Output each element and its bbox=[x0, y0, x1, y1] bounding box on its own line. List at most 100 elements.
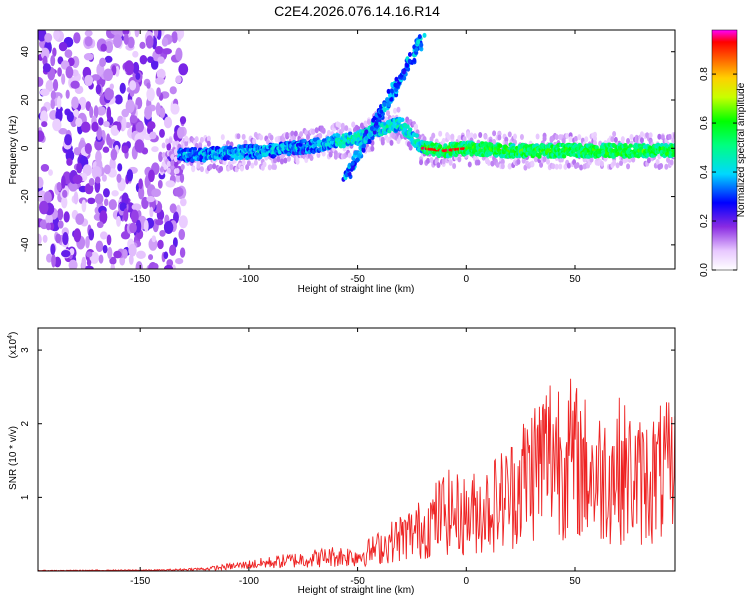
heatmap-cell bbox=[626, 163, 631, 170]
heatmap-cell bbox=[93, 105, 99, 119]
heatmap-cell bbox=[554, 134, 559, 141]
heatmap-cell bbox=[134, 30, 140, 38]
heatmap-cell bbox=[372, 129, 377, 135]
heatmap-cell bbox=[128, 254, 134, 265]
heatmap-cell bbox=[56, 181, 62, 192]
heatmap-cell bbox=[104, 87, 114, 101]
heatmap-cell bbox=[171, 31, 178, 44]
colorbar-label: Normalized spectral amplitude bbox=[736, 82, 747, 217]
heatmap-cell bbox=[135, 121, 145, 133]
heatmap-cell bbox=[122, 30, 130, 35]
heatmap-cell bbox=[241, 159, 246, 166]
heatmap-cell bbox=[82, 164, 92, 176]
heatmap-cell bbox=[414, 133, 419, 138]
heatmap-cell bbox=[166, 160, 171, 167]
snr-y-scale: (x104) bbox=[7, 332, 19, 359]
heatmap-cell bbox=[234, 156, 239, 161]
heatmap-cell bbox=[441, 137, 446, 144]
heatmap-cell bbox=[113, 34, 123, 48]
heatmap-cell bbox=[174, 187, 184, 197]
heatmap-cell bbox=[430, 142, 435, 147]
heatmap-cell bbox=[80, 121, 91, 133]
heatmap-cell bbox=[659, 162, 664, 169]
heatmap-cell bbox=[199, 166, 204, 173]
heatmap-cell bbox=[41, 121, 48, 128]
heatmap-cell bbox=[368, 132, 373, 138]
heatmap-cell bbox=[68, 181, 78, 192]
heatmap-cell bbox=[269, 134, 274, 141]
heatmap-cell bbox=[589, 156, 594, 163]
heatmap-cell bbox=[88, 228, 95, 241]
heatmap-cell bbox=[102, 146, 110, 153]
heatmap-cell bbox=[110, 263, 115, 269]
heatmap-cell bbox=[91, 121, 99, 132]
heatmap-cell bbox=[175, 47, 183, 62]
heatmap-cell bbox=[75, 213, 85, 225]
spectrogram-x-tick-label: 50 bbox=[569, 274, 581, 285]
heatmap-cell bbox=[102, 244, 108, 254]
heatmap-cell bbox=[145, 35, 154, 49]
heatmap-cell bbox=[551, 163, 556, 170]
heatmap-cell bbox=[72, 174, 83, 185]
heatmap-cell bbox=[309, 155, 314, 162]
heatmap-cell bbox=[131, 203, 142, 211]
heatmap-cell bbox=[206, 140, 211, 147]
heatmap-cell bbox=[157, 179, 163, 189]
spectrogram-y-tick-label: -40 bbox=[20, 237, 31, 252]
heatmap-cell bbox=[452, 163, 457, 170]
heatmap-cell bbox=[178, 215, 188, 229]
heatmap-cell bbox=[66, 158, 73, 166]
spectrogram-x-label: Height of straight line (km) bbox=[298, 284, 415, 295]
heatmap-cell bbox=[155, 218, 164, 226]
heatmap-cell bbox=[512, 133, 517, 140]
heatmap-cell bbox=[117, 163, 123, 172]
heatmap-cell bbox=[159, 230, 166, 237]
heatmap-cell bbox=[318, 132, 323, 139]
heatmap-cell bbox=[38, 76, 44, 87]
heatmap-cell bbox=[100, 43, 107, 52]
heatmap-cell bbox=[39, 88, 50, 97]
heatmap-cell bbox=[121, 116, 127, 131]
spectrogram-x-tick-label: 0 bbox=[464, 274, 470, 285]
heatmap-cell bbox=[241, 133, 246, 140]
heatmap-cell bbox=[504, 136, 509, 143]
heatmap-cell bbox=[102, 188, 110, 198]
heatmap-cell bbox=[272, 157, 277, 164]
heatmap-cell bbox=[38, 130, 45, 142]
heatmap-cell bbox=[667, 133, 672, 140]
spectrogram-y-tick-label: -20 bbox=[20, 189, 31, 204]
heatmap-cell bbox=[199, 136, 204, 143]
heatmap-cell bbox=[597, 153, 602, 158]
heatmap-cell bbox=[96, 221, 104, 229]
heatmap-cell bbox=[438, 130, 443, 137]
heatmap-cell bbox=[198, 142, 203, 149]
heatmap-cell bbox=[389, 96, 394, 102]
heatmap-cell bbox=[272, 163, 277, 170]
heatmap-cell bbox=[416, 39, 421, 45]
heatmap-cell bbox=[629, 134, 634, 141]
heatmap-cell bbox=[69, 248, 75, 256]
heatmap-cell bbox=[369, 125, 374, 131]
heatmap-cell bbox=[169, 86, 177, 95]
heatmap-cell bbox=[48, 169, 53, 176]
heatmap-cell bbox=[135, 72, 141, 80]
heatmap-cell bbox=[448, 159, 453, 166]
heatmap-cell bbox=[161, 37, 169, 47]
heatmap-cell bbox=[38, 200, 49, 215]
heatmap-cell bbox=[172, 237, 178, 248]
heatmap-cell bbox=[81, 199, 87, 213]
heatmap-cell bbox=[58, 41, 68, 52]
heatmap-cell bbox=[146, 196, 155, 203]
heatmap-cell bbox=[566, 162, 571, 169]
heatmap-cell bbox=[246, 160, 251, 167]
heatmap-cell bbox=[419, 42, 424, 48]
heatmap-cell bbox=[431, 132, 436, 139]
heatmap-cell bbox=[364, 129, 369, 135]
spectrogram-y-ticks: -40 -20 0 20 40 bbox=[20, 46, 675, 252]
heatmap-cell bbox=[283, 157, 288, 164]
heatmap-cell bbox=[94, 176, 101, 184]
heatmap-cell bbox=[429, 157, 434, 164]
heatmap-cell bbox=[276, 156, 281, 163]
heatmap-cell bbox=[344, 125, 349, 132]
